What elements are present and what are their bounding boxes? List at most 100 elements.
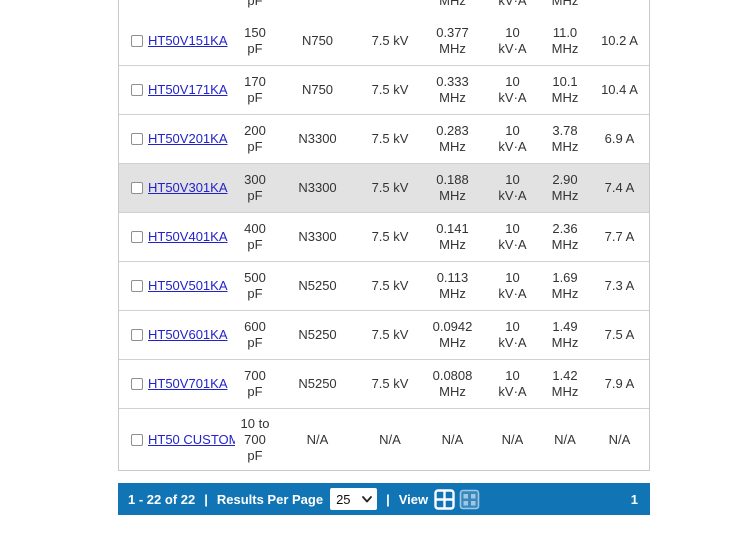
part-cell: HT50 CUSTOM xyxy=(119,432,235,448)
kva-cell: 10 kV·A xyxy=(498,319,527,350)
detail-view-icon[interactable] xyxy=(459,489,480,510)
part-number-link[interactable]: HT50V201KA xyxy=(148,131,228,146)
frequency-unit: MHz xyxy=(439,0,466,8)
dielectric-cell: N5250 xyxy=(298,278,337,293)
separator: | xyxy=(386,491,390,507)
capacitance-cell: 10 to 700 pF xyxy=(240,415,270,463)
test-frequency-cell: 0.283 MHz xyxy=(436,123,469,154)
capacitance-cell: 500 pF xyxy=(244,270,266,301)
table-row: HT50V601KA 600 pF N5250 7.5 kV 0.0942 MHz 10 kV·… xyxy=(119,310,649,359)
part-number-link[interactable]: HT50V401KA xyxy=(148,229,228,244)
capacitance-cell: 150 pF xyxy=(244,25,266,56)
voltage-cell: 7.5 kV xyxy=(371,376,409,391)
row-checkbox[interactable] xyxy=(131,133,143,145)
results-per-page-value: 25 xyxy=(336,491,351,507)
frequency-cell: 11.0 MHz xyxy=(551,25,579,56)
part-cell: HT50V701KA xyxy=(119,376,235,392)
frequency-cell: 1.69 MHz xyxy=(551,270,579,301)
row-checkbox[interactable] xyxy=(131,378,143,390)
row-checkbox[interactable] xyxy=(131,231,143,243)
test-frequency-cell: 0.141 MHz xyxy=(436,221,469,252)
row-checkbox[interactable] xyxy=(131,182,143,194)
table-row: HT50 CUSTOM 10 to 700 pF N/A N/A N/A N/A N/A N/A xyxy=(119,408,649,470)
grid-view-icon[interactable] xyxy=(434,488,455,510)
row-checkbox[interactable] xyxy=(131,84,143,96)
voltage-cell: 7.5 kV xyxy=(371,82,409,97)
frequency-cell: 3.78 MHz xyxy=(551,123,579,154)
dielectric-cell: N5250 xyxy=(298,327,337,342)
results-per-page-select[interactable]: 25 xyxy=(330,488,378,510)
voltage-cell: 7.5 kV xyxy=(371,327,409,342)
table-row: HT50V151KA 150 pF N750 7.5 kV 0.377 MHz 10 kV·A 1… xyxy=(119,17,649,65)
capacitance-cell: 200 pF xyxy=(244,123,266,154)
part-number-link[interactable]: HT50V701KA xyxy=(148,376,228,391)
part-number-link[interactable]: HT50V151KA xyxy=(148,33,228,48)
part-number-link[interactable]: HT50V501KA xyxy=(148,278,228,293)
voltage-cell: 7.5 kV xyxy=(371,229,409,244)
test-frequency-cell: N/A xyxy=(441,431,464,447)
current-cell: 7.7 A xyxy=(604,229,635,244)
current-cell: 7.9 A xyxy=(604,376,635,391)
frequency-cell: 1.42 MHz xyxy=(551,368,579,399)
results-range-text: 1 - 22 of 22 xyxy=(128,491,196,507)
dielectric-cell: N3300 xyxy=(298,229,337,244)
current-cell: 7.5 A xyxy=(604,327,635,342)
part-number-link[interactable]: HT50 CUSTOM xyxy=(148,431,235,447)
row-checkbox[interactable] xyxy=(131,35,143,47)
kva-cell: 10 kV·A xyxy=(498,172,527,203)
frequency-cell: 10.1 MHz xyxy=(551,74,579,105)
part-cell: HT50V501KA xyxy=(119,278,235,294)
table-cell: pF xyxy=(235,0,275,8)
voltage-cell: N/A xyxy=(379,431,401,447)
kva-cell: 10 kV·A xyxy=(498,368,527,399)
voltage-cell: 7.5 kV xyxy=(371,33,409,48)
table-cell: kV·A xyxy=(485,0,540,8)
test-frequency-cell: 0.377 MHz xyxy=(436,25,469,56)
current-cell: 10.4 A xyxy=(601,82,638,97)
kva-cell: 10 kV·A xyxy=(498,221,527,252)
capacitance-cell: 700 pF xyxy=(244,368,266,399)
frequency-cell: 2.90 MHz xyxy=(551,172,579,203)
dielectric-cell: N750 xyxy=(301,33,334,48)
current-cell: 7.4 A xyxy=(604,180,635,195)
kva-cell: N/A xyxy=(501,431,524,447)
kva-cell: 10 kV·A xyxy=(498,270,527,301)
part-cell: HT50V601KA xyxy=(119,327,235,343)
kva-cell: 10 kV·A xyxy=(498,123,527,154)
table-row: HT50V401KA 400 pF N3300 7.5 kV 0.141 MHz 10 kV·A… xyxy=(119,212,649,261)
test-frequency-cell: 0.113 MHz xyxy=(436,270,469,301)
current-cell: 6.9 A xyxy=(604,131,635,146)
row-checkbox[interactable] xyxy=(131,280,143,292)
part-number-link[interactable]: HT50V171KA xyxy=(148,82,228,97)
pagination-bar: 1 - 22 of 22 | Results Per Page 25 | Vie… xyxy=(118,483,650,515)
voltage-cell: 7.5 kV xyxy=(371,278,409,293)
current-cell: 7.3 A xyxy=(604,278,635,293)
table-cell: MHz xyxy=(540,0,590,8)
table-row: HT50V301KA 300 pF N3300 7.5 kV 0.188 MHz 10 kV·A… xyxy=(119,163,649,212)
dielectric-cell: N3300 xyxy=(298,131,337,146)
test-frequency-cell: 0.333 MHz xyxy=(436,74,469,105)
capacitance-cell: 400 pF xyxy=(244,221,266,252)
capacitance-unit: pF xyxy=(247,0,263,8)
kva-unit: kV·A xyxy=(498,0,527,8)
chevron-down-icon xyxy=(362,495,372,502)
frequency-cell: N/A xyxy=(554,431,576,447)
part-cell: HT50V171KA xyxy=(119,82,235,98)
voltage-cell: 7.5 kV xyxy=(371,131,409,146)
part-number-link[interactable]: HT50V601KA xyxy=(148,327,228,342)
frequency-cell: 1.49 MHz xyxy=(551,319,579,350)
table-row: HT50V201KA 200 pF N3300 7.5 kV 0.283 MHz 10 kV·A… xyxy=(119,114,649,163)
table-row: HT50V501KA 500 pF N5250 7.5 kV 0.113 MHz 10 kV·A… xyxy=(119,261,649,310)
table-row: HT50V171KA 170 pF N750 7.5 kV 0.333 MHz 10 kV·A 1… xyxy=(119,65,649,114)
row-checkbox[interactable] xyxy=(131,329,143,341)
separator: | xyxy=(204,491,208,507)
test-frequency-cell: 0.0808 MHz xyxy=(432,368,473,399)
current-page-number[interactable]: 1 xyxy=(630,491,638,507)
row-checkbox[interactable] xyxy=(131,433,143,446)
part-cell: HT50V151KA xyxy=(119,33,235,49)
dielectric-cell: N/A xyxy=(306,431,329,447)
table-row-clipped: pF MHz kV·A MHz xyxy=(119,0,649,17)
part-number-link[interactable]: HT50V301KA xyxy=(148,180,228,195)
capacitance-cell: 600 pF xyxy=(244,319,266,350)
dielectric-cell: N5250 xyxy=(298,376,337,391)
